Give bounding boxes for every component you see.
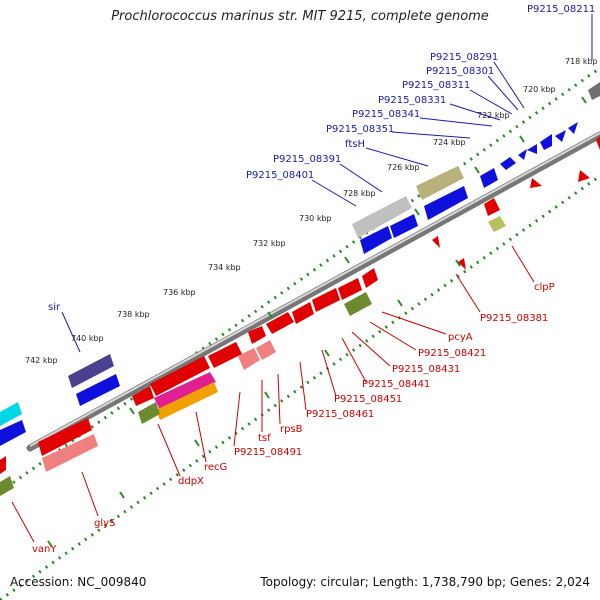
tick-label: 736 kbp	[163, 288, 196, 297]
bottom-leader-lines	[11, 245, 535, 543]
gene-label: ftsH	[345, 139, 365, 150]
tick-label: 718 kbp	[565, 57, 598, 66]
gene-label: P9215_08441	[362, 379, 430, 390]
tick-label: 730 kbp	[299, 214, 332, 223]
gene-label: tsf	[258, 433, 271, 444]
tick-marks-outer	[59, 96, 587, 463]
gene-feature	[518, 149, 527, 160]
tick-label: 742 kbp	[25, 356, 58, 365]
gene-label: P9215_08211	[527, 4, 595, 15]
gene-label: clpP	[534, 282, 555, 293]
bottom-gene-labels: clpP P9215_08381 pcyA P9215_08421 P9215_…	[32, 282, 555, 555]
gene-label: sir	[48, 302, 61, 313]
gene-feature	[238, 348, 260, 370]
gene-feature	[568, 122, 578, 134]
gene-feature	[390, 214, 418, 238]
gene-label: P9215_08461	[306, 409, 374, 420]
tick-label: 726 kbp	[387, 163, 420, 172]
gene-feature	[292, 302, 314, 324]
genome-title: Prochlorococcus marinus str. MIT 9215, c…	[111, 9, 489, 24]
gene-feature	[432, 236, 440, 248]
genome-backbone	[26, 131, 600, 452]
gene-feature	[208, 342, 242, 368]
gene-label: P9215_08341	[352, 109, 420, 120]
gene-feature	[596, 136, 600, 150]
gene-feature	[362, 268, 378, 288]
gene-label: P9215_08491	[234, 447, 302, 458]
tick-label: 738 kbp	[117, 310, 150, 319]
gene-feature	[416, 166, 464, 200]
gene-feature	[344, 292, 372, 316]
gene-feature	[132, 386, 154, 406]
gene-feature	[352, 196, 412, 238]
tick-label: 734 kbp	[208, 263, 241, 272]
gene-feature	[424, 186, 468, 220]
gene-label: P9215_08351	[326, 124, 394, 135]
gene-feature	[527, 144, 537, 154]
gene-label: P9215_08291	[430, 52, 498, 63]
gene-label: P9215_08301	[426, 66, 494, 77]
gene-feature	[248, 326, 266, 344]
reverse-strand-genes	[0, 136, 600, 496]
gene-label: vanY	[32, 544, 57, 555]
gene-feature	[0, 456, 6, 474]
gene-label: P9215_08451	[334, 394, 402, 405]
gene-feature	[266, 312, 294, 334]
gene-feature	[312, 288, 340, 312]
tick-label: 732 kbp	[253, 239, 286, 248]
tick-label: 720 kbp	[523, 85, 556, 94]
gene-feature	[480, 168, 498, 188]
gene-feature	[68, 354, 114, 388]
tick-labels: 718 kbp 720 kbp 722 kbp 724 kbp 726 kbp …	[25, 57, 598, 365]
gene-feature	[338, 278, 362, 300]
gene-feature	[540, 134, 552, 150]
tick-marks-inner	[47, 259, 461, 548]
gene-feature	[156, 382, 218, 420]
gene-label: P9215_08421	[418, 348, 486, 359]
gene-feature	[530, 178, 542, 188]
genome-meta-text: Topology: circular; Length: 1,738,790 bp…	[260, 575, 590, 589]
gene-label: rpsB	[280, 424, 303, 435]
gene-feature	[458, 258, 466, 270]
tick-label: 722 kbp	[477, 111, 510, 120]
gene-label: recG	[204, 462, 227, 473]
gene-feature	[38, 418, 92, 456]
gene-feature	[588, 82, 600, 100]
tick-label: 728 kbp	[343, 189, 376, 198]
gene-feature	[484, 198, 500, 216]
gene-label: P9215_08431	[392, 364, 460, 375]
gene-feature	[0, 420, 26, 446]
gene-feature	[256, 340, 276, 360]
gene-feature	[42, 434, 98, 472]
gene-feature	[578, 170, 590, 182]
gene-feature	[0, 476, 14, 496]
gene-label: ddpX	[178, 476, 204, 487]
gene-label: P9215_08381	[480, 313, 548, 324]
gene-feature	[138, 402, 160, 424]
gene-label: P9215_08311	[402, 80, 470, 91]
gene-feature	[555, 130, 566, 142]
accession-text: Accession: NC_009840	[10, 575, 147, 589]
gene-label: pcyA	[448, 332, 473, 343]
gene-feature	[360, 226, 392, 254]
gene-label: glyS	[94, 518, 115, 529]
gene-label: P9215_08331	[378, 95, 446, 106]
forward-strand-genes	[0, 82, 600, 446]
gene-label: P9215_08391	[273, 154, 341, 165]
gene-feature	[76, 374, 120, 406]
gene-feature	[150, 356, 210, 396]
gene-label: P9215_08401	[246, 170, 314, 181]
top-leader-lines	[61, 14, 593, 353]
tick-label: 724 kbp	[433, 138, 466, 147]
gene-feature	[488, 216, 506, 232]
gene-feature	[154, 372, 216, 410]
gene-feature	[500, 157, 516, 170]
tick-label: 740 kbp	[71, 334, 104, 343]
gene-feature	[0, 402, 22, 426]
top-gene-labels: P9215_08211 P9215_08291 P9215_08301 P921…	[48, 4, 595, 313]
